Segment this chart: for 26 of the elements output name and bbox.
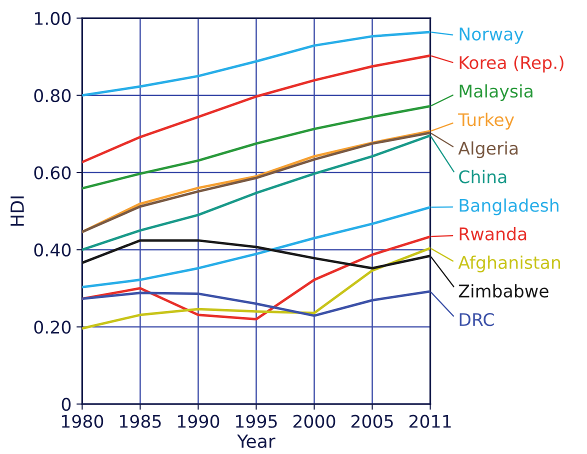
x-tick-label: 2005: [351, 414, 393, 428]
y-tick-label: 0: [62, 398, 71, 411]
text: China: [459, 170, 506, 184]
text: Zimbabwe: [458, 284, 548, 298]
y-axis-title: HDI: [10, 196, 24, 226]
y-tick-label: 0.40: [34, 243, 71, 257]
x-tick-label: 1985: [120, 414, 161, 428]
legend-label: Rwanda: [460, 227, 526, 240]
legend-label: Algeria: [458, 141, 518, 158]
y-tick-label: 0.80: [34, 89, 71, 102]
x-axis-title: Year: [237, 434, 276, 448]
legend-label: Bangladesh: [460, 198, 558, 216]
x-tick-label: 1980: [62, 414, 104, 428]
x-tick-label: 2011: [409, 414, 451, 428]
text: DRC: [460, 312, 494, 326]
legend-label: Turkey: [458, 112, 514, 130]
legend-label: Norway: [460, 28, 524, 44]
x-tick-label: 1990: [178, 414, 220, 428]
legend-label: Afghanistan: [458, 256, 560, 272]
y-tick-label: 0.20: [34, 320, 71, 334]
legend-label: Malaysia: [460, 84, 532, 102]
x-tick-label: 2000: [293, 414, 336, 428]
y-tick-label: 0.60: [34, 166, 71, 180]
legend-label: Korea (Rep.): [460, 56, 564, 72]
y-tick-label: 1.00: [35, 12, 71, 26]
x-tick-label: 1995: [236, 414, 277, 428]
